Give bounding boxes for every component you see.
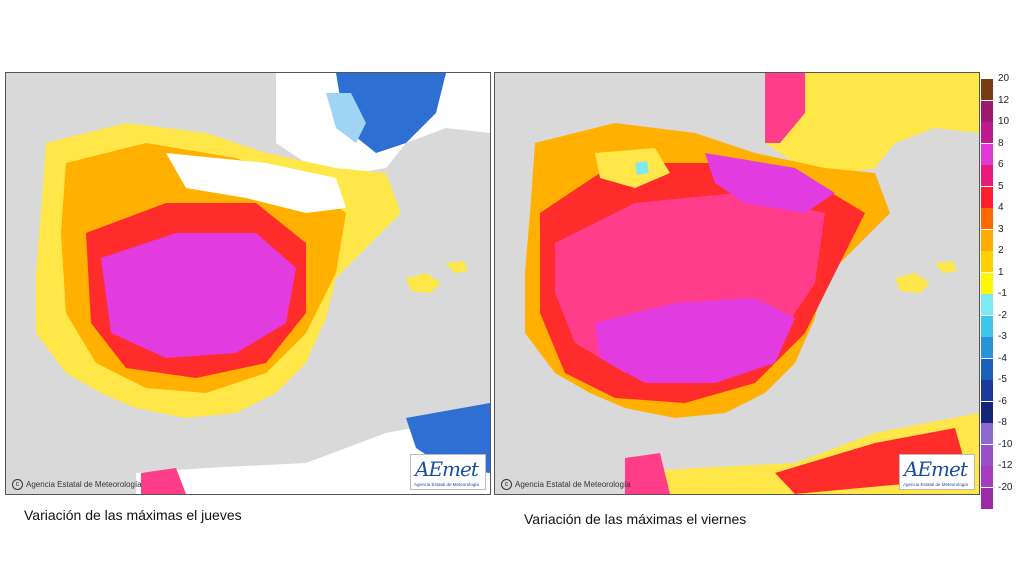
legend-label: 12	[998, 94, 1010, 106]
north-coast-neutral	[166, 153, 346, 213]
legend-label: 2	[998, 245, 1004, 256]
balearic-islands	[406, 261, 468, 293]
legend-swatch	[981, 272, 993, 294]
france-hot-zone	[765, 73, 805, 143]
legend-swatch	[981, 100, 993, 122]
legend-swatch	[981, 186, 993, 208]
legend-label: -6	[998, 395, 1007, 407]
copyright-icon: c	[501, 479, 512, 490]
legend-label: -4	[998, 352, 1007, 364]
france-cold-zone	[336, 73, 446, 153]
cool-spot	[635, 161, 649, 175]
extreme-core	[101, 233, 296, 358]
legend-label: 10	[998, 116, 1010, 127]
france-region	[765, 73, 979, 173]
caption-friday: Variación de las máximas el viernes	[524, 511, 747, 527]
france-cool-zone	[326, 93, 366, 143]
legend-label: -5	[998, 374, 1007, 385]
legend-swatch	[981, 165, 993, 186]
map-panel-friday: c Agencia Estatal de Meteorología AEmet …	[494, 72, 980, 495]
legend-label: 20	[998, 73, 1010, 84]
logo-mark: AEmet	[415, 457, 479, 481]
africa-hot-spot	[625, 453, 670, 494]
credit-text: Agencia Estatal de Meteorología	[515, 480, 631, 489]
legend-swatch	[981, 122, 993, 143]
legend-swatch	[981, 401, 993, 423]
legend-swatch	[981, 423, 993, 444]
temperature-map-friday	[525, 73, 979, 494]
legend-label: -10	[998, 438, 1013, 450]
temperature-map-thursday	[36, 73, 490, 494]
legend-swatch	[981, 380, 993, 401]
legend-swatch	[981, 229, 993, 251]
legend-label: 5	[998, 180, 1004, 192]
copyright-icon: c	[12, 479, 23, 490]
legend-swatch	[981, 466, 993, 487]
africa-hot-spot	[141, 468, 186, 494]
copyright-credit: c Agencia Estatal de Meteorología	[501, 479, 631, 490]
extreme-core	[595, 298, 795, 383]
north-extreme	[705, 153, 835, 213]
legend-swatch	[981, 358, 993, 380]
legend-label: -1	[998, 288, 1007, 299]
aemet-logo: AEmet Agencia Estatal de Meteorología	[899, 454, 975, 490]
legend-label: -2	[998, 309, 1007, 321]
logo-subtitle: Agencia Estatal de Meteorología	[414, 482, 480, 487]
map-panel-thursday: c Agencia Estatal de Meteorología AEmet …	[5, 72, 491, 495]
legend-label: -8	[998, 417, 1007, 428]
legend-label: -20	[998, 481, 1013, 493]
logo-subtitle: Agencia Estatal de Meteorología	[903, 482, 969, 487]
legend-label: -12	[998, 460, 1013, 471]
legend-swatch	[981, 487, 993, 509]
legend-label: 4	[998, 202, 1004, 213]
credit-text: Agencia Estatal de Meteorología	[26, 480, 142, 489]
legend-label: 3	[998, 223, 1004, 235]
legend-swatch	[981, 79, 993, 100]
north-warm-patch	[595, 148, 670, 188]
legend-label: 6	[998, 159, 1004, 170]
legend-label: -3	[998, 331, 1007, 342]
legend-label: 8	[998, 137, 1004, 149]
balearic-islands	[895, 261, 957, 293]
legend-swatch	[981, 444, 993, 466]
legend-swatch	[981, 315, 993, 337]
copyright-credit: c Agencia Estatal de Meteorología	[12, 479, 142, 490]
legend-swatch	[981, 143, 993, 165]
legend-swatch	[981, 294, 993, 315]
color-scale-legend: 20 12 10 8 6 5 4 3 2 1 -1 -2 -3 -4 -5 -6 -8 -10 -12 -20	[981, 73, 1021, 509]
legend-swatch	[981, 337, 993, 358]
legend-swatch	[981, 251, 993, 272]
logo-mark: AEmet	[904, 457, 968, 481]
legend-label: 1	[998, 266, 1004, 278]
legend-swatch	[981, 208, 993, 229]
caption-thursday: Variación de las máximas el jueves	[24, 507, 242, 523]
aemet-logo: AEmet Agencia Estatal de Meteorología	[410, 454, 486, 490]
north-africa	[136, 413, 490, 494]
